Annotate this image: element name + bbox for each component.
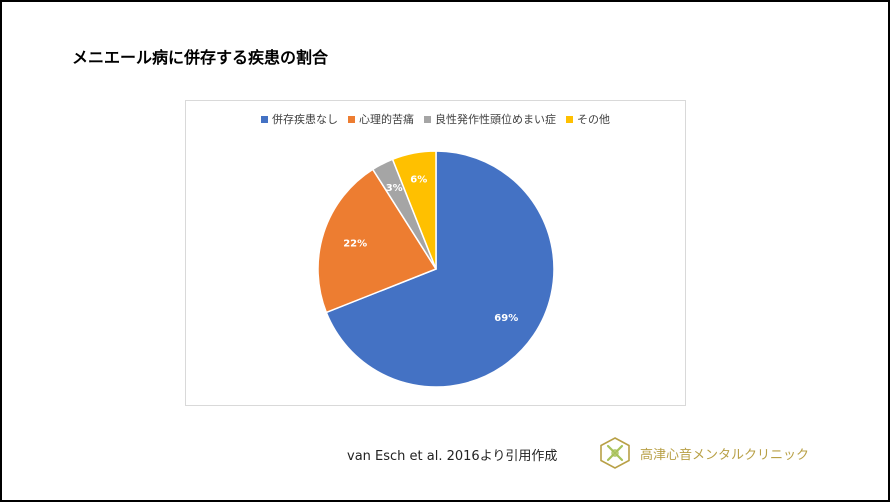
- legend-label: 併存疾患なし: [272, 113, 338, 126]
- pie-plot: 69% 22% 3% 6%: [317, 150, 555, 388]
- clinic-name: 高津心音メンタルクリニック: [640, 447, 810, 463]
- pie-data-label: 69%: [494, 313, 518, 324]
- pie-slice: [391, 150, 437, 270]
- legend-label: 良性発作性頭位めまい症: [435, 113, 556, 126]
- legend-item: 心理的苦痛: [348, 111, 414, 127]
- pie-data-label: 3%: [386, 183, 403, 194]
- legend-item: 併存疾患なし: [261, 111, 338, 127]
- legend-label: 心理的苦痛: [359, 113, 414, 126]
- legend-label: その他: [577, 113, 610, 126]
- legend-swatch: [566, 115, 573, 123]
- legend-item: その他: [566, 111, 610, 127]
- pie-slice: [325, 150, 555, 388]
- pie-slice: [317, 168, 438, 314]
- legend-swatch: [424, 115, 431, 123]
- clinic-logo-icon: [600, 437, 630, 469]
- pie-chart: 併存疾患なし 心理的苦痛 良性発作性頭位めまい症 その他 69% 22% 3% 6%: [185, 100, 686, 406]
- legend-swatch: [261, 115, 268, 123]
- pie-data-label: 6%: [410, 175, 427, 186]
- pie-data-label: 22%: [343, 239, 367, 250]
- legend-swatch: [348, 115, 355, 123]
- legend-item: 良性発作性頭位めまい症: [424, 111, 556, 127]
- clinic-logo: 高津心音メンタルクリニック: [598, 436, 809, 470]
- slide-title: メニエール病に併存する疾患の割合: [72, 48, 329, 67]
- source-citation: van Esch et al. 2016より引用作成: [347, 449, 558, 464]
- chart-legend: 併存疾患なし 心理的苦痛 良性発作性頭位めまい症 その他: [186, 111, 685, 127]
